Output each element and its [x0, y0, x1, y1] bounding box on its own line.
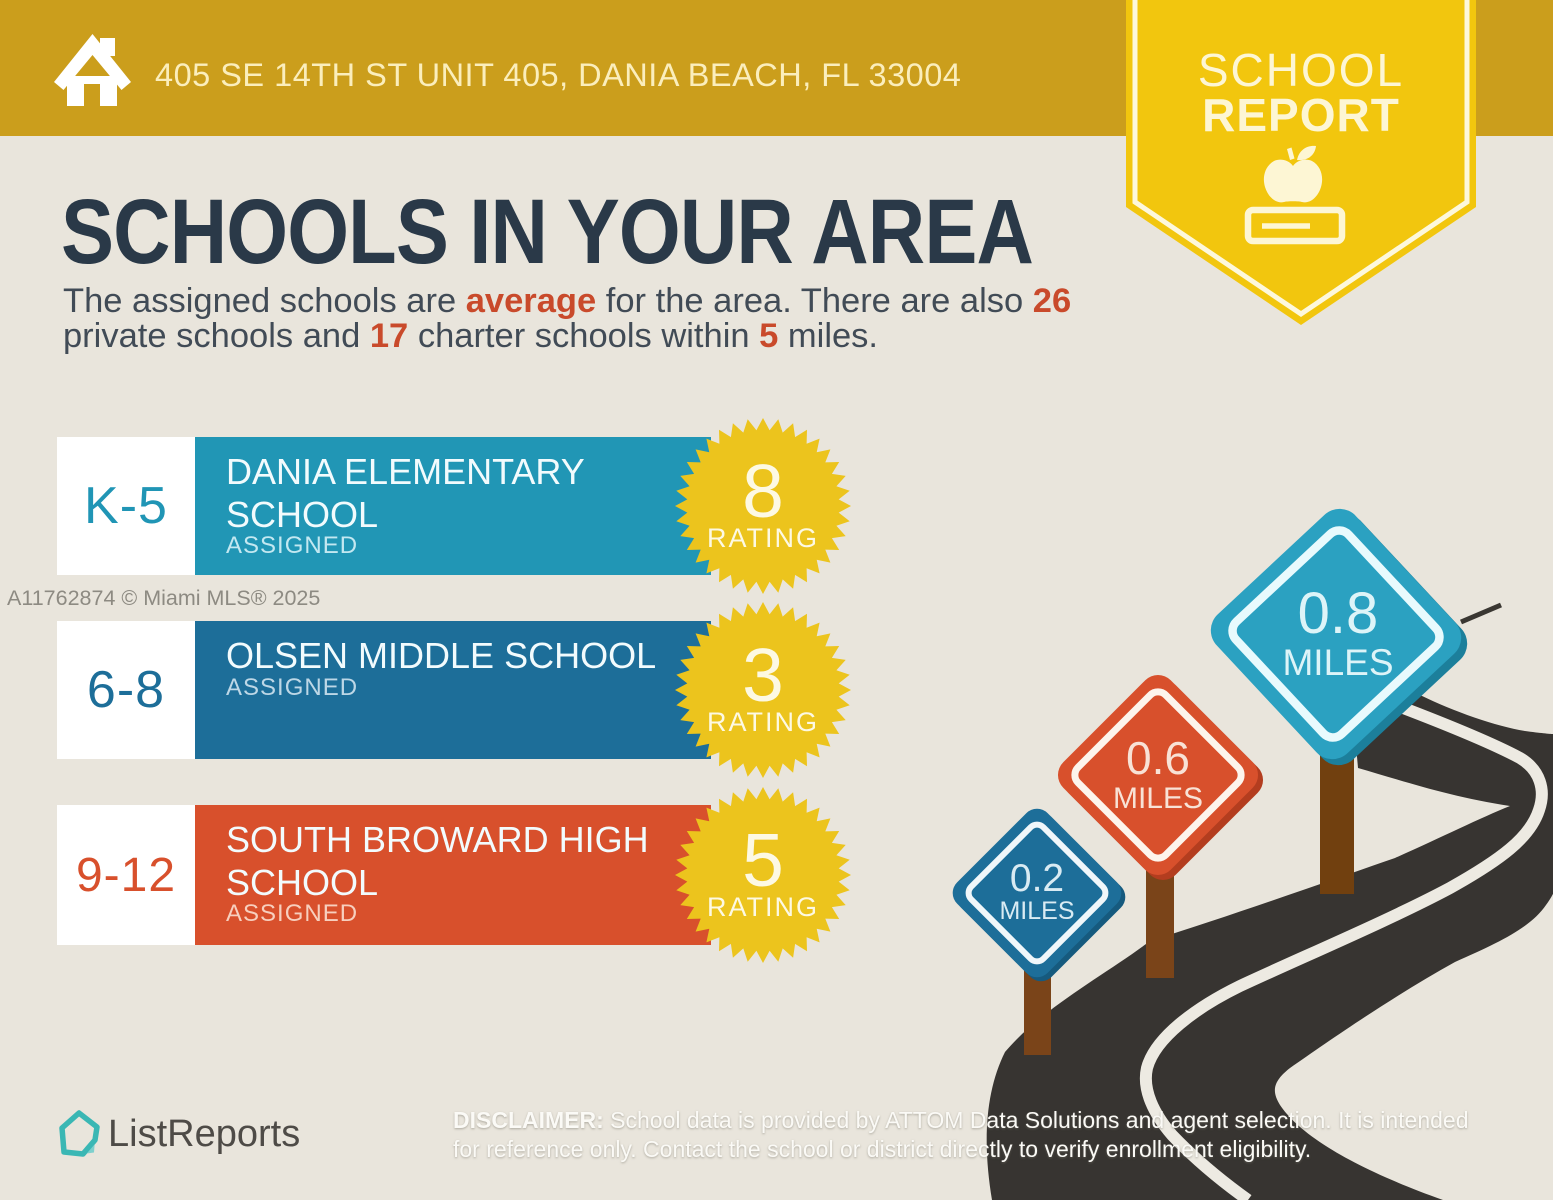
svg-text:0.8: 0.8 — [1298, 581, 1379, 646]
svg-text:MILES: MILES — [1282, 642, 1393, 683]
svg-text:RATING: RATING — [707, 523, 819, 553]
svg-text:0.2: 0.2 — [1010, 857, 1064, 900]
svg-text:REPORT: REPORT — [1202, 89, 1400, 141]
svg-text:MILES: MILES — [999, 897, 1074, 925]
svg-text:RATING: RATING — [707, 707, 819, 737]
svg-text:SCHOOL: SCHOOL — [1198, 44, 1404, 96]
svg-text:8: 8 — [742, 449, 784, 533]
svg-text:3: 3 — [742, 633, 784, 717]
svg-text:RATING: RATING — [707, 892, 819, 922]
svg-text:MILES: MILES — [1113, 782, 1203, 815]
svg-text:5: 5 — [742, 818, 784, 902]
svg-text:0.6: 0.6 — [1126, 732, 1190, 784]
